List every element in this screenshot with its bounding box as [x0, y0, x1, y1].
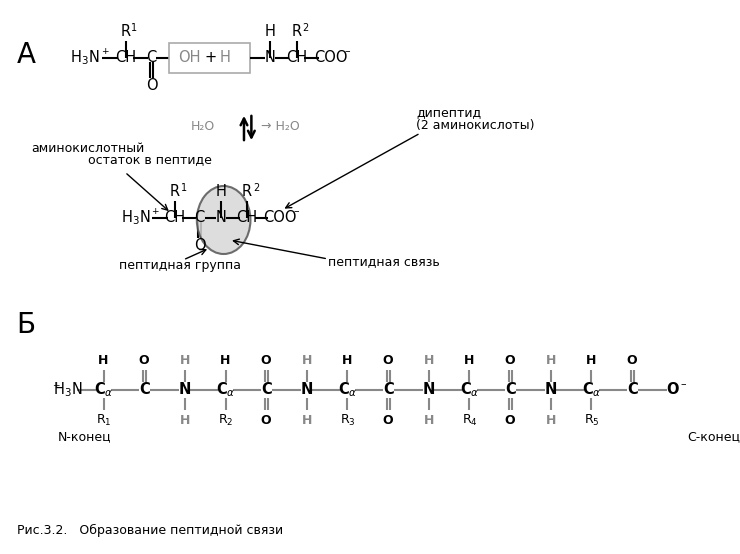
Text: CH: CH [164, 211, 185, 225]
Text: N-конец: N-конец [58, 430, 112, 444]
Text: дипептид: дипептид [416, 106, 481, 120]
Text: R$_5$: R$_5$ [584, 412, 599, 428]
Text: C$_\alpha$: C$_\alpha$ [337, 381, 357, 399]
Text: R: R [169, 184, 180, 199]
Text: O: O [627, 355, 637, 367]
Text: R$_1$: R$_1$ [95, 412, 111, 428]
Text: H$_3$N: H$_3$N [53, 381, 82, 399]
Text: O: O [261, 413, 272, 427]
Text: 1: 1 [181, 183, 187, 193]
Text: H: H [180, 413, 190, 427]
Text: C$_\alpha$: C$_\alpha$ [582, 381, 601, 399]
Text: C: C [505, 382, 516, 398]
Text: –: – [680, 379, 686, 389]
Text: O: O [139, 355, 149, 367]
Text: N: N [423, 382, 435, 398]
Text: H: H [215, 184, 226, 199]
Text: O: O [505, 355, 516, 367]
Text: H: H [545, 355, 556, 367]
Text: C$_\alpha$: C$_\alpha$ [216, 381, 235, 399]
Text: → H₂O: → H₂O [260, 121, 300, 134]
Text: –: – [345, 46, 350, 56]
Text: O: O [505, 413, 516, 427]
Text: COO: COO [263, 211, 297, 225]
Text: пептидная связь: пептидная связь [328, 255, 440, 269]
Text: O: O [194, 239, 206, 254]
Text: Б: Б [16, 311, 36, 339]
Text: пептидная группа: пептидная группа [119, 259, 241, 271]
Text: аминокислотный: аминокислотный [31, 141, 144, 155]
Text: +: + [52, 381, 59, 389]
Text: H: H [464, 355, 474, 367]
Text: C$_\alpha$: C$_\alpha$ [94, 381, 113, 399]
Text: H$_3$N: H$_3$N [121, 209, 151, 227]
Text: R$_2$: R$_2$ [218, 412, 233, 428]
Text: N: N [215, 211, 226, 225]
Text: С-конец: С-конец [687, 430, 740, 444]
Text: H: H [545, 413, 556, 427]
Text: N: N [545, 382, 557, 398]
Text: R: R [242, 184, 252, 199]
Text: H: H [302, 355, 312, 367]
Text: N: N [300, 382, 313, 398]
Text: C: C [139, 382, 149, 398]
Text: H: H [221, 355, 231, 367]
Text: Рис.3.2.   Образование пептидной связи: Рис.3.2. Образование пептидной связи [16, 524, 283, 536]
Text: +: + [101, 47, 108, 55]
Text: C$_\alpha$: C$_\alpha$ [460, 381, 480, 399]
FancyBboxPatch shape [169, 43, 250, 73]
Text: H: H [586, 355, 596, 367]
Text: 2: 2 [302, 23, 309, 33]
Text: N: N [264, 50, 275, 65]
Text: O: O [383, 413, 394, 427]
Text: +: + [205, 50, 217, 65]
Text: O: O [383, 355, 394, 367]
Text: H$_3$N: H$_3$N [70, 49, 100, 68]
Text: CH: CH [115, 50, 136, 65]
Text: остаток в пептиде: остаток в пептиде [88, 153, 212, 167]
Text: R: R [121, 24, 131, 39]
Text: H: H [343, 355, 353, 367]
Text: H: H [98, 355, 109, 367]
Text: C: C [260, 382, 272, 398]
Text: CH: CH [236, 211, 258, 225]
Text: R$_4$: R$_4$ [462, 412, 477, 428]
Text: O: O [667, 382, 679, 398]
Text: H: H [264, 24, 275, 39]
Text: O: O [261, 355, 272, 367]
Text: C: C [383, 382, 394, 398]
Text: 1: 1 [131, 23, 138, 33]
Text: CH: CH [286, 50, 307, 65]
Text: R: R [292, 24, 302, 39]
Text: C: C [195, 211, 205, 225]
Text: А: А [16, 41, 36, 69]
Text: –: – [294, 206, 300, 216]
Text: COO: COO [314, 50, 348, 65]
Text: OH: OH [178, 50, 201, 65]
Text: H: H [180, 355, 190, 367]
Text: 2: 2 [253, 183, 260, 193]
Text: H: H [423, 413, 434, 427]
Text: N: N [178, 382, 191, 398]
Text: O: O [146, 79, 158, 94]
Text: C: C [147, 50, 157, 65]
Text: H: H [220, 50, 231, 65]
Text: H₂O: H₂O [191, 121, 215, 134]
Text: C: C [627, 382, 638, 398]
Text: H: H [423, 355, 434, 367]
Text: (2 аминокислоты): (2 аминокислоты) [416, 119, 534, 131]
Text: H: H [302, 413, 312, 427]
Text: +: + [152, 207, 159, 216]
Text: R$_3$: R$_3$ [340, 412, 355, 428]
Ellipse shape [197, 186, 250, 254]
